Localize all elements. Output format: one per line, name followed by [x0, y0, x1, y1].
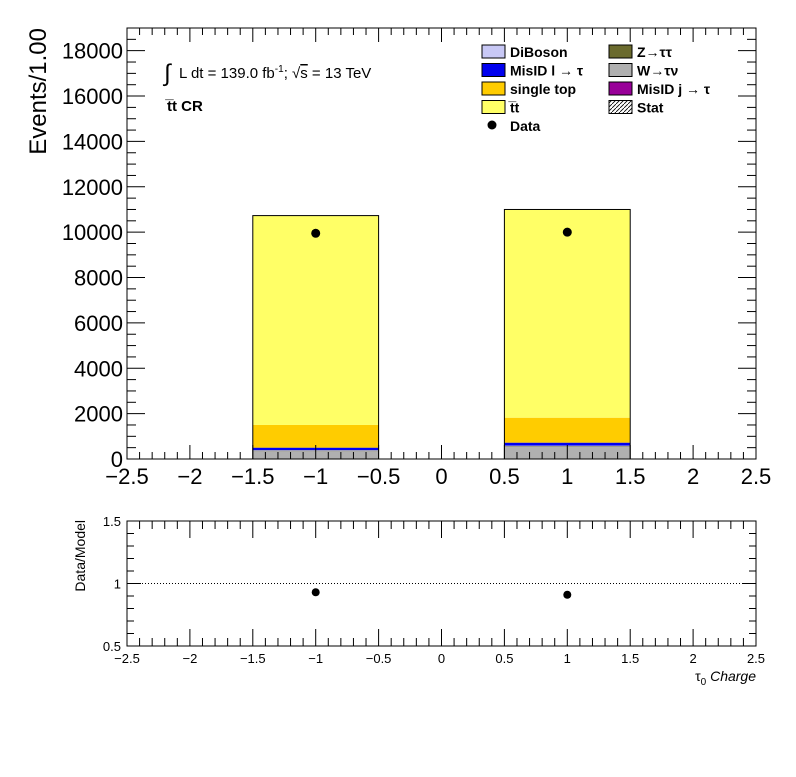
lumi-text: L dt = 139.0 fb	[179, 65, 275, 82]
y-tick-label: 2000	[74, 402, 123, 427]
bar-segment	[252, 424, 379, 448]
y-tick-label: 12000	[62, 175, 123, 200]
ratio-x-tick-label: −2.5	[114, 651, 140, 666]
sqrt-s-text: s	[300, 65, 308, 82]
bar-segment	[252, 215, 379, 425]
legend-marker-data	[487, 120, 497, 130]
ratio-x-tick-label: 0.5	[495, 651, 513, 666]
legend-label: DiBoson	[510, 44, 568, 60]
x-tick-label: −0.5	[357, 464, 400, 489]
energy-text: = 13 TeV	[308, 65, 372, 82]
main-plot: 0 2000 4000 6000 8000 10000 12000 14000 16000 180…	[62, 27, 772, 489]
sqrt-symbol: √	[292, 65, 301, 82]
y-tick-label: 16000	[62, 84, 123, 109]
legend-swatch	[481, 44, 506, 59]
y-tick-label: 10000	[62, 220, 123, 245]
data-point	[562, 227, 572, 237]
legend-swatch-stat	[608, 100, 633, 114]
legend-label: MisID j → τ	[637, 81, 711, 97]
ratio-x-tick-label: −1.5	[240, 651, 266, 666]
legend-swatch	[481, 63, 506, 77]
lumi-separator: ;	[284, 65, 292, 82]
legend-label: single top	[510, 81, 576, 97]
legend: DiBoson MisID l → τ single top t̅t Data Z→ττ W…	[481, 44, 711, 134]
legend-swatch	[481, 81, 506, 96]
legend-label: W→τν	[637, 63, 678, 79]
legend-label: MisID l → τ	[510, 63, 584, 79]
integral-symbol: ∫	[162, 60, 172, 87]
lumi-unit-exponent: -1	[275, 64, 284, 75]
legend-label: Z→ττ	[637, 44, 673, 60]
y-tick-label: 0	[111, 447, 123, 472]
x-tick-label: −2.5	[105, 464, 148, 489]
lumi-annotation: L dt = 139.0 fb-1; √s = 13 TeV	[179, 64, 371, 82]
legend-label: Stat	[637, 100, 664, 116]
y-tick-label: 4000	[74, 356, 123, 381]
legend-label: t̅t	[507, 100, 519, 116]
ratio-x-tick-label: 1	[564, 651, 571, 666]
x-axis-title-symbol: τ	[695, 668, 701, 684]
x-tick-label: 0.5	[489, 464, 520, 489]
ratio-x-tick-label: −0.5	[366, 651, 392, 666]
y-tick-label: 6000	[74, 311, 123, 336]
bar-segment	[504, 442, 631, 446]
x-tick-label: 1	[561, 464, 573, 489]
x-tick-label: −1	[303, 464, 328, 489]
x-axis-title-subscript: 0	[701, 677, 707, 688]
bar-segment	[504, 209, 631, 418]
ratio-y-tick-label: 1.5	[103, 514, 121, 529]
x-axis-title-text: Charge	[706, 668, 756, 684]
x-tick-label: 0	[435, 464, 447, 489]
legend-swatch	[608, 81, 633, 96]
legend-swatch	[608, 63, 633, 77]
x-tick-label: 2	[687, 464, 699, 489]
region-label: t̅t CR	[164, 98, 203, 115]
x-tick-label: 1.5	[615, 464, 646, 489]
x-axis-title: τ0 Charge	[695, 668, 756, 688]
x-tick-label: −2	[177, 464, 202, 489]
legend-swatch	[608, 44, 633, 59]
x-tick-label: 2.5	[741, 464, 772, 489]
ratio-x-tick-label: 2	[689, 651, 696, 666]
ratio-y-axis-title: Data/Model	[72, 520, 88, 592]
ratio-point	[311, 588, 320, 597]
ratio-y-tick-label: 1	[114, 577, 121, 592]
ratio-plot: 0.5 1 1.5 −2.5 −2 −1.5 −1 −0.5 0 0.5 1 1.5 2 2.5	[103, 514, 765, 666]
ratio-x-tick-label: 1.5	[621, 651, 639, 666]
legend-label: Data	[510, 118, 541, 134]
ratio-x-tick-label: 2.5	[747, 651, 765, 666]
data-point	[311, 228, 321, 238]
ratio-x-tick-label: −2	[182, 651, 197, 666]
y-tick-label: 18000	[62, 39, 123, 64]
y-axis-title: Events/1.00	[25, 28, 52, 155]
legend-swatch	[481, 100, 506, 114]
ratio-point	[563, 590, 572, 599]
y-tick-label: 8000	[74, 266, 123, 291]
ratio-x-tick-label: −1	[308, 651, 323, 666]
ratio-x-tick-label: 0	[438, 651, 445, 666]
ratio-y-tick-label: 0.5	[103, 639, 121, 654]
x-tick-label: −1.5	[231, 464, 274, 489]
bar-segment	[504, 417, 631, 443]
y-tick-label: 14000	[62, 129, 123, 154]
